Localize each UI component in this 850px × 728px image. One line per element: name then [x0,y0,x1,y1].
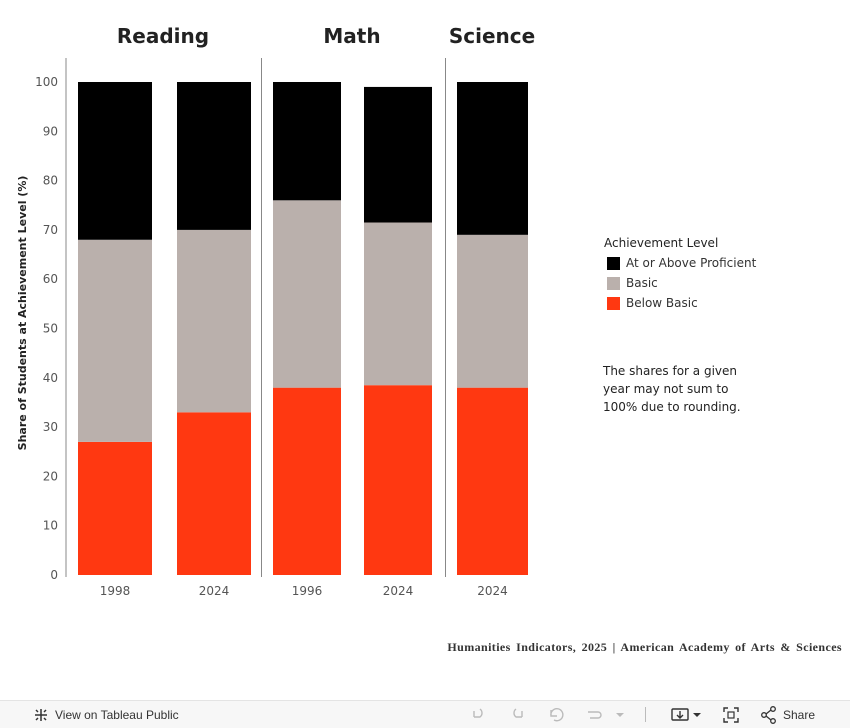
revert-icon [550,708,564,722]
y-tick-label: 70 [43,223,58,237]
tableau-toolbar: View on Tableau Public [0,700,850,728]
source-credit: Humanities Indicators, 2025 | American A… [447,640,842,654]
y-tick-label: 50 [43,322,58,336]
legend-item-below-basic[interactable]: Below Basic [604,293,756,313]
stacked-bar-chart: Share of Students at Achievement Level (… [16,24,535,598]
bar-segment-at-or-above-proficient [273,82,341,201]
undo-icon [473,708,483,718]
bar-segment-basic [457,234,528,388]
y-tick-label: 80 [43,174,58,188]
legend-label-basic: Basic [626,276,658,290]
view-on-tableau-button[interactable]: View on Tableau Public [32,706,179,724]
y-axis-title: Share of Students at Achievement Level (… [16,176,29,451]
refresh-icon [588,711,602,719]
toolbar-divider [645,707,646,722]
y-tick-label: 10 [43,519,58,533]
bar-segment-basic [273,200,341,388]
legend-swatch-proficient [607,256,620,270]
x-tick-label: 1996 [292,584,323,598]
bar-segment-basic [177,229,251,413]
y-tick-label: 90 [43,124,58,138]
download-button[interactable] [670,705,702,725]
view-on-tableau-label: View on Tableau Public [55,707,179,722]
x-tick-label: 1998 [100,584,131,598]
legend-item-basic[interactable]: Basic [604,273,756,293]
pause-dropdown-button[interactable] [614,705,626,725]
panel-title: Math [323,24,380,48]
y-tick-label: 20 [43,469,58,483]
bar-segment-at-or-above-proficient [364,86,432,223]
y-tick-label: 0 [50,568,58,582]
bar-segment-at-or-above-proficient [78,82,152,240]
legend-swatch-below-basic [607,296,620,310]
y-tick-label: 30 [43,420,58,434]
tableau-logo-icon [35,708,47,721]
share-label: Share [783,708,816,722]
x-tick-label: 2024 [383,584,414,598]
share-button[interactable]: Share [760,705,815,725]
panel-title: Reading [117,24,209,48]
bar-segment-below-basic [177,412,251,575]
redo-button[interactable] [508,705,528,725]
bar-segment-at-or-above-proficient [177,82,251,230]
y-tick-label: 100 [35,75,58,89]
revert-button[interactable] [546,705,568,725]
bar-segment-below-basic [457,387,528,575]
legend-swatch-basic [607,276,620,290]
legend: Achievement Level At or Above Proficient… [604,236,756,313]
fullscreen-button[interactable] [721,705,741,725]
bar-segment-below-basic [364,385,432,575]
refresh-button[interactable] [584,705,604,725]
chevron-down-icon [616,713,624,717]
y-tick-label: 40 [43,371,58,385]
x-tick-label: 2024 [199,584,230,598]
panel-title: Science [449,24,535,48]
share-icon [761,706,776,724]
bar-segment-at-or-above-proficient [457,82,528,235]
y-tick-label: 60 [43,272,58,286]
legend-label-proficient: At or Above Proficient [626,256,757,270]
legend-label-below-basic: Below Basic [626,296,698,310]
legend-title: Achievement Level [604,236,719,250]
bar-segment-basic [78,239,152,442]
rounding-note: The shares for a given year may not sum … [603,364,741,414]
fullscreen-icon [723,707,739,723]
bar-segment-below-basic [78,441,152,575]
download-icon [671,708,701,721]
redo-icon [513,708,523,718]
undo-button[interactable] [468,705,488,725]
bar-segment-basic [364,222,432,386]
bar-segment-below-basic [273,387,341,575]
x-tick-label: 2024 [477,584,508,598]
legend-item-proficient[interactable]: At or Above Proficient [604,253,756,273]
